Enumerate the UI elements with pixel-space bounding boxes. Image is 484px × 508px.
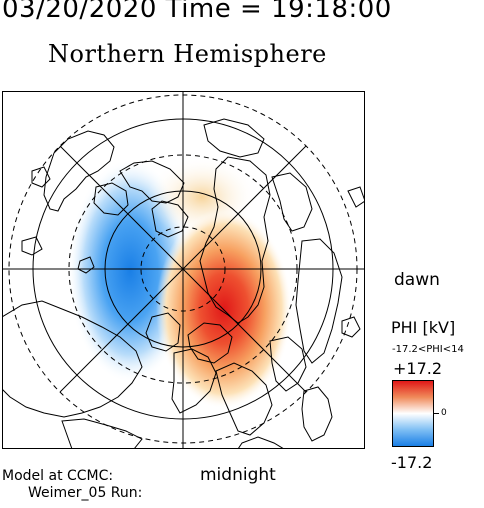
model-label: Model at CCMC: [2,468,114,484]
colorbar-zero-tick [433,413,439,414]
dawn-label: dawn [394,270,440,290]
colorbar [392,380,434,447]
timestamp-title: 03/20/2020 Time = 19:18:00 [2,0,392,24]
colorbar-max-label: +17.2 [393,359,443,378]
hemisphere-title: Northern Hemisphere [48,40,327,68]
colorbar-title: PHI [kV] [391,318,456,337]
colorbar-zero-label: 0 [441,408,447,418]
midnight-label: midnight [200,465,276,485]
polar-map[interactable] [2,91,365,449]
colorbar-min-label: -17.2 [391,453,433,472]
potential-pattern [68,157,292,409]
meridian-lines [2,91,365,449]
colorbar-range: -17.2<PHI<14 [392,344,464,355]
continent-outlines [2,118,365,449]
run-label: Weimer_05 Run: [28,485,143,501]
